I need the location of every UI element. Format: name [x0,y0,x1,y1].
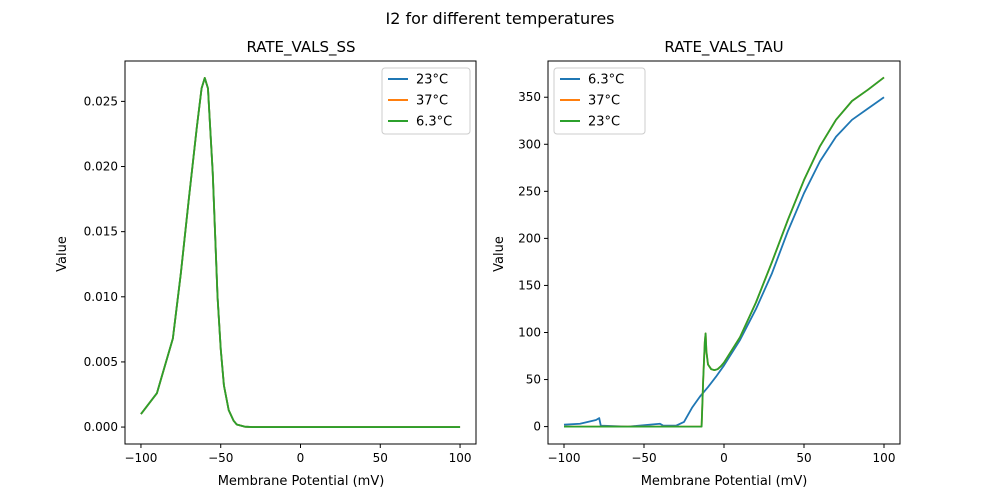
legend-box [553,67,646,135]
y-axis-label: Value [492,236,507,272]
chart-title: RATE_VALS_SS [246,38,355,57]
y-tick-label: 100 [518,325,541,339]
y-tick-label: 200 [518,231,541,245]
y-tick-label: 50 [526,373,541,387]
legend: 23°C 37°C 6.3°C [381,67,471,135]
x-tick-label: 50 [796,451,811,465]
x-tick-label: 100 [873,451,896,465]
x-tick-label: −100 [548,451,581,465]
y-tick-label: 300 [518,137,541,151]
chart-title: RATE_VALS_TAU [664,38,783,57]
series-line [140,77,461,428]
x-axis-label: Membrane Potential (mV) [641,474,808,489]
x-tick-label: 50 [373,451,388,465]
y-tick-label: 0.020 [84,160,118,174]
series-line [563,96,885,428]
axis-ticks: −100 −50 0 50 100 0 50 100 150 200 250 300 350 [518,90,895,465]
series-lines [140,77,461,428]
y-tick-label: 0.025 [84,94,118,108]
chart-rate-vals-ss: RATE_VALS_SS Membrane Potential (mV) Val… [55,38,477,489]
x-tick-label: 100 [449,451,472,465]
y-tick-label: 0 [533,420,541,434]
legend-box [381,67,471,135]
legend-label: 6.3°C [588,73,624,88]
y-tick-label: 250 [518,184,541,198]
legend: 6.3°C 37°C 23°C [553,67,646,135]
y-tick-label: 0.010 [84,290,118,304]
x-axis-label: Membrane Potential (mV) [218,474,385,489]
x-tick-label: −50 [208,451,233,465]
y-axis-label: Value [55,236,70,272]
legend-label: 37°C [588,94,620,109]
y-tick-label: 150 [518,278,541,292]
figure-suptitle: I2 for different temperatures [385,9,614,28]
legend-label: 23°C [416,73,448,88]
legend-label: 6.3°C [416,115,452,130]
x-tick-label: −100 [124,451,157,465]
axis-ticks: −100 −50 0 50 100 0.000 0.005 0.010 0.015 0.020 0.… [84,94,472,465]
x-tick-label: 0 [297,451,305,465]
y-tick-label: 0.015 [84,225,118,239]
y-tick-label: 0.000 [84,420,118,434]
series-lines [563,76,885,428]
legend-label: 37°C [416,94,448,109]
series-line [564,76,885,428]
chart-rate-vals-tau: RATE_VALS_TAU Membrane Potential (mV) Va… [492,38,901,489]
legend-label: 23°C [588,115,620,130]
x-tick-label: 0 [720,451,728,465]
y-tick-label: 0.005 [84,355,118,369]
y-tick-label: 350 [518,90,541,104]
x-tick-label: −50 [631,451,656,465]
plot-frame [124,60,477,445]
plot-frame [547,60,901,445]
